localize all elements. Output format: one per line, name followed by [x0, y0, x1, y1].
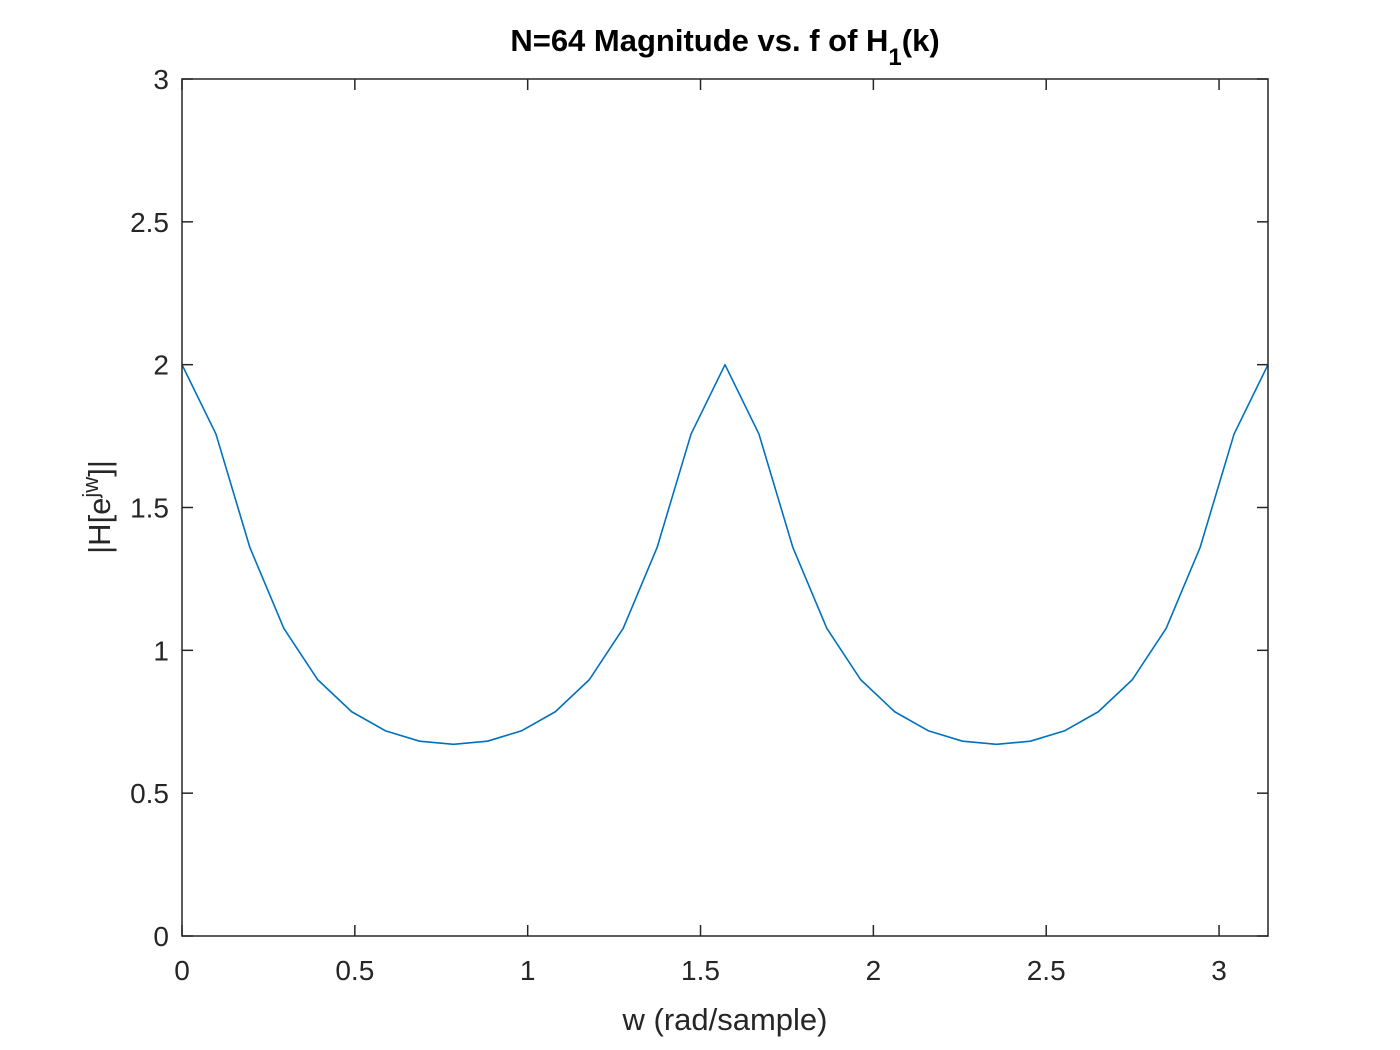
chart-title-main: N=64 Magnitude vs. f of H: [510, 23, 888, 58]
chart-title-tail: (k): [902, 23, 940, 58]
x-tick-label: 3: [1211, 955, 1227, 986]
x-tick-label: 0: [174, 955, 190, 986]
y-axis-label-superscript: jw: [78, 477, 103, 499]
chart-title-subscript: 1: [888, 44, 901, 71]
x-tick-label: 2: [866, 955, 882, 986]
y-tick-label: 3: [153, 64, 169, 95]
y-tick-label: 2: [153, 350, 169, 381]
y-tick-label: 0: [153, 921, 169, 952]
y-tick-label: 1: [153, 635, 169, 666]
y-axis-label-pre: |H[e: [82, 498, 117, 554]
plot-area: [182, 79, 1268, 936]
chart-title: N=64 Magnitude vs. f of H1(k): [510, 23, 939, 71]
y-tick-label: 2.5: [130, 207, 169, 238]
y-axis-label: |H[ejw]|: [78, 460, 117, 554]
y-tick-label: 1.5: [130, 493, 169, 524]
x-tick-label: 1.5: [681, 955, 720, 986]
axes-box: [181, 78, 1269, 937]
series-line: [181, 363, 1269, 746]
axis-tick-labels: 0 0.5 1 1.5 2 2.5 3 0 0.5 1 1.5 2 2.5 3: [130, 64, 1227, 986]
x-axis-label: w (rad/sample): [622, 1002, 828, 1037]
x-tick-label: 0.5: [335, 955, 374, 986]
x-tick-label: 2.5: [1027, 955, 1066, 986]
y-tick-label: 0.5: [130, 778, 169, 809]
y-axis-label-post: ]|: [82, 460, 117, 477]
axis-ticks: [181, 78, 1268, 937]
x-tick-label: 1: [520, 955, 536, 986]
data-series: [181, 363, 1269, 746]
